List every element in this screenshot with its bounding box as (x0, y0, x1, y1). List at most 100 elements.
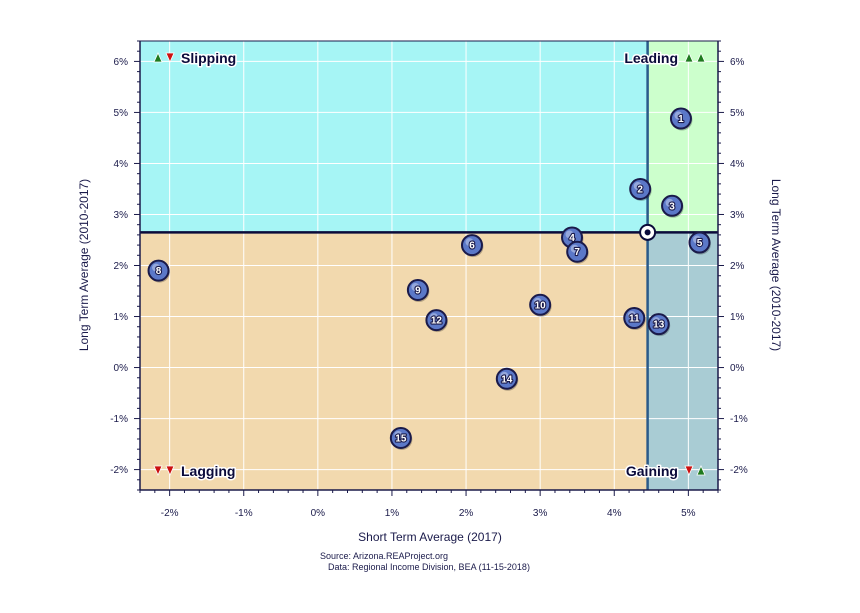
y-tick-label-right: 4% (730, 159, 745, 170)
y-tick-label-left: -1% (110, 414, 128, 425)
data-point-marker (669, 107, 692, 130)
data-point-marker (460, 234, 483, 257)
data-point-label: 5 (697, 238, 703, 249)
data-point-label: 11 (629, 314, 640, 325)
y-axis-title-right: Long Term Average (2010-2017) (769, 179, 783, 351)
data-point: 14 (495, 367, 519, 391)
data-point-marker (147, 259, 170, 282)
data-point-highlight (565, 230, 574, 239)
y-tick-label-left: 0% (114, 363, 129, 374)
data-point-highlight (394, 430, 403, 439)
x-tick-label: 0% (311, 508, 326, 519)
quadrant-label-leading: Leading (624, 50, 678, 66)
data-point-marker (495, 367, 518, 390)
data-point-marker (406, 278, 429, 301)
data-point: 9 (406, 278, 430, 302)
up-arrow-icon (696, 465, 706, 476)
x-tick-label: 4% (607, 508, 622, 519)
down-arrow-icon (165, 52, 175, 63)
y-tick-label-left: 4% (114, 159, 129, 170)
up-arrow-icon (153, 52, 163, 63)
data-point-marker (529, 293, 552, 316)
y-tick-label-left: -2% (110, 465, 128, 476)
data-point: 13 (647, 313, 671, 337)
data-point-marker (389, 426, 412, 449)
data-point-highlight (152, 263, 161, 272)
y-tick-label-right: -2% (730, 465, 748, 476)
down-arrow-icon (153, 465, 163, 476)
y-tick-label-left: 1% (114, 312, 129, 323)
data-point-label: 7 (574, 247, 580, 258)
data-point-label: 8 (156, 266, 162, 277)
y-tick-label-right: 6% (730, 57, 745, 68)
data-point-label: 4 (569, 233, 575, 244)
y-tick-label-right: 0% (730, 363, 745, 374)
x-tick-label: 3% (533, 508, 548, 519)
data-point-highlight (674, 111, 683, 120)
data-point: 15 (389, 426, 413, 450)
data-point-highlight (411, 282, 420, 291)
y-tick-label-left: 6% (114, 57, 129, 68)
quadrant-label-slipping: Slipping (181, 50, 236, 66)
data-point-label: 6 (469, 241, 475, 252)
x-tick-label: 5% (681, 508, 696, 519)
y-tick-label-left: 5% (114, 108, 129, 119)
data-point-highlight (692, 235, 701, 244)
data-point-label: 9 (415, 285, 421, 296)
data-point: 12 (425, 309, 448, 333)
x-tick-label: -2% (161, 508, 179, 519)
y-tick-label-right: 2% (730, 261, 745, 272)
data-point-marker (688, 231, 711, 254)
gridlines (140, 41, 718, 490)
data-point-marker (629, 177, 652, 200)
x-tick-label: 1% (385, 508, 400, 519)
data-point: 2 (629, 177, 652, 201)
data-point: 5 (688, 231, 711, 255)
data-point-marker (623, 307, 646, 330)
data-point-highlight (570, 244, 579, 253)
y-tick-label-right: 3% (730, 210, 745, 221)
up-arrow-icon (684, 52, 694, 63)
quadrant-slipping-bg (140, 41, 648, 233)
down-arrow-icon (165, 465, 175, 476)
data-point: 10 (529, 293, 552, 317)
data-credit-line: Data: Regional Income Division, BEA (11-… (328, 562, 530, 572)
quadrant-backgrounds (140, 41, 718, 491)
up-arrow-icon (696, 52, 706, 63)
y-tick-label-right: 5% (730, 108, 745, 119)
quadrant-leading-bg (647, 41, 718, 233)
data-point-marker (661, 194, 684, 217)
data-point: 7 (566, 240, 589, 264)
data-point-marker (425, 309, 448, 332)
quadrant-gaining-bg (647, 232, 718, 491)
quadrant-dividers (140, 41, 718, 490)
quadrant-label-lagging: Lagging (181, 463, 235, 479)
data-point-label: 3 (669, 201, 675, 212)
reference-point-dot (644, 229, 651, 236)
quadrant-lagging-bg (140, 232, 648, 491)
reference-point (639, 223, 657, 241)
source-line: Source: Arizona.REAProject.org (320, 551, 448, 561)
y-tick-label-left: 2% (114, 261, 129, 272)
data-point-label: 13 (653, 320, 665, 331)
data-point-highlight (627, 311, 636, 320)
data-point-highlight (429, 313, 438, 322)
axes: -2% -1% 0% 1% 2% 3% 4% 5% -2% -2% -1% -1% 0% 0% 1% 1% 2%… (110, 40, 748, 519)
data-point: 3 (661, 194, 684, 218)
data-point-label: 15 (395, 433, 407, 444)
data-point-label: 2 (637, 184, 643, 195)
data-point: 1 (669, 107, 693, 131)
data-point: 6 (460, 234, 484, 258)
x-tick-label: 2% (459, 508, 474, 519)
data-point-label: 14 (501, 374, 513, 385)
data-point-label: 12 (431, 316, 443, 327)
quadrant-labels: Slipping Leading Lagging Gaining (153, 49, 706, 481)
data-point-label: 10 (535, 300, 547, 311)
data-point-highlight (500, 371, 509, 380)
data-point-highlight (665, 198, 674, 207)
data-point-marker (647, 313, 670, 336)
y-tick-label-left: 3% (114, 210, 129, 221)
data-point-highlight (465, 238, 474, 247)
